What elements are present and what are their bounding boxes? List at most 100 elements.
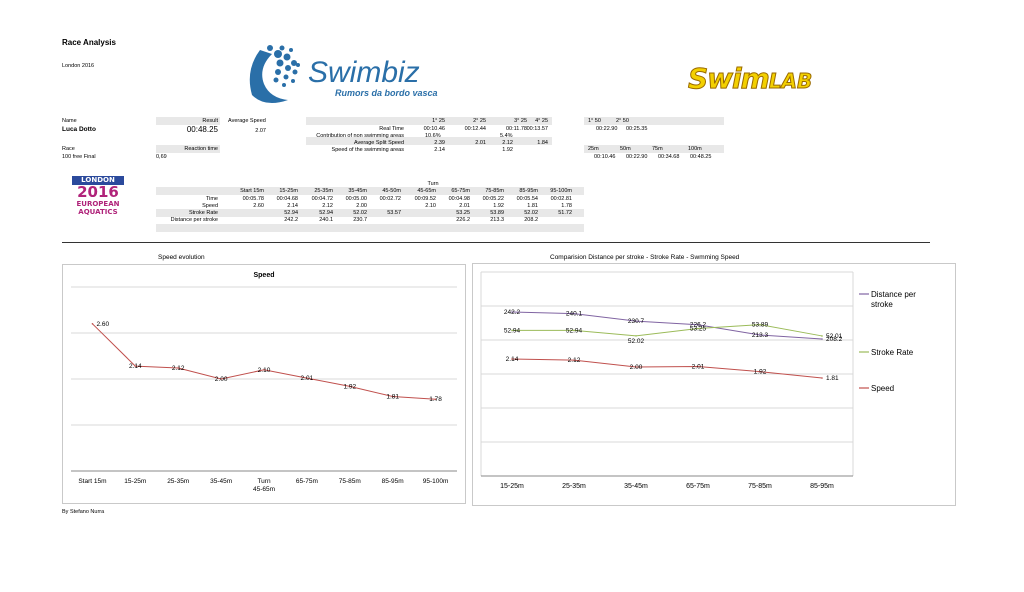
swimbiz-logo: Swimbiz Rumors da bordo vasca bbox=[240, 40, 450, 110]
divider bbox=[62, 242, 930, 243]
x-tick-label: 35-45m bbox=[210, 478, 232, 485]
segments-cell: 00:04.72 bbox=[311, 196, 333, 202]
segments-cell: 00:05.78 bbox=[242, 196, 264, 202]
x-tick-label: 65-75m bbox=[686, 483, 710, 490]
left-chart-caption: Speed evolution bbox=[158, 254, 205, 261]
segments-cell: 242.2 bbox=[284, 217, 298, 223]
segments-cell: 00:05.54 bbox=[516, 196, 538, 202]
cumulative-header: 25m bbox=[588, 146, 599, 152]
series-point bbox=[697, 327, 699, 330]
series-data-label: 2.12 bbox=[568, 357, 581, 364]
speed-data-label: 1.78 bbox=[429, 396, 442, 403]
series-line-distance-per-stroke bbox=[511, 311, 823, 340]
series-data-label: 240.1 bbox=[566, 311, 583, 318]
segments-header: 25-35m bbox=[314, 188, 333, 194]
segments-cell: 2.01 bbox=[459, 203, 470, 209]
series-data-label: 2.14 bbox=[506, 356, 519, 363]
series-data-label: 52.94 bbox=[566, 327, 583, 334]
series-point bbox=[697, 323, 699, 326]
event-logo-line1: LONDON bbox=[72, 176, 124, 185]
segments-row-label: Time bbox=[205, 196, 218, 202]
comparison-chart-panel: 242.2 240.1 230.7 226.2 213.3 208.2 52.94 52.94… bbox=[472, 263, 956, 506]
reaction-label: Reaction time bbox=[184, 146, 218, 152]
splits25-cell: 1.92 bbox=[502, 147, 513, 153]
segments-header: 75-85m bbox=[485, 188, 504, 194]
segments-header: 95-100m bbox=[550, 188, 572, 194]
series-point bbox=[759, 334, 761, 336]
event-logo-line4: AQUATICS bbox=[78, 208, 118, 216]
x-tick-label: 75-85m bbox=[748, 483, 772, 490]
segments-cell: 1.81 bbox=[527, 203, 538, 209]
speed-data-label: 2.14 bbox=[129, 363, 142, 370]
splits25-cell: 5.4% bbox=[500, 133, 513, 139]
splits25-cell: 1.84 bbox=[537, 140, 548, 146]
race-label: Race bbox=[62, 146, 75, 152]
splits25-cell: 00:11.78 bbox=[505, 126, 527, 132]
segments-row-label: Stroke Rate bbox=[188, 210, 218, 216]
speed-point bbox=[434, 398, 437, 401]
segments-cell: 00:04.68 bbox=[276, 196, 298, 202]
splits25-header: 2° 25 bbox=[473, 118, 486, 124]
speed-data-label: 1.92 bbox=[343, 383, 356, 390]
splits25-row-label: Real Time bbox=[379, 126, 404, 132]
series-data-label: 52.01 bbox=[826, 333, 843, 340]
speed-data-label: 1.81 bbox=[386, 393, 399, 400]
event-logo-line3: EUROPEAN bbox=[76, 200, 120, 208]
segments-cell: 52.94 bbox=[284, 210, 298, 216]
swimlab-wordmark: Swim bbox=[688, 62, 771, 96]
speed-chart-panel: Speed 2.60 2.14 2.12 2.00 2.10 2.01 1.92 1.81 1.7… bbox=[62, 264, 466, 504]
segments-cell: 52.02 bbox=[353, 210, 367, 216]
segments-cell: 213.3 bbox=[490, 217, 504, 223]
segments-cell: 53.89 bbox=[490, 210, 504, 216]
splits25-header: 4° 25 bbox=[535, 118, 548, 124]
splits25-cell: 2.14 bbox=[434, 147, 445, 153]
splits25-header: 1° 25 bbox=[432, 118, 445, 124]
speed-point bbox=[220, 378, 222, 380]
x-tick-label: 85-95m bbox=[810, 483, 834, 490]
segments-cell: 00:05.00 bbox=[345, 196, 367, 202]
splits25-cell: 2.12 bbox=[502, 140, 513, 146]
series-line-speed bbox=[511, 358, 823, 379]
cumulative-value: 00:10.46 bbox=[594, 154, 616, 160]
speed-data-label: 2.60 bbox=[96, 321, 109, 328]
splits25-header: 3° 25 bbox=[514, 118, 527, 124]
series-point bbox=[635, 335, 637, 337]
swimlab-logo: SwimLAB bbox=[688, 62, 838, 102]
speed-point bbox=[391, 395, 394, 398]
x-tick-label: 15-25m bbox=[500, 483, 524, 490]
reaction-value: 0,69 bbox=[156, 154, 167, 160]
splits50-value: 00:25.35 bbox=[626, 126, 648, 132]
series-point bbox=[573, 359, 575, 361]
segments-cell: 53.25 bbox=[456, 210, 470, 216]
swimbiz-tagline: Rumors da bordo vasca bbox=[335, 88, 438, 98]
x-tick-label: 95-100m bbox=[423, 478, 449, 485]
segments-cell: 230.7 bbox=[353, 217, 367, 223]
series-point bbox=[759, 370, 761, 373]
segments-cell: 00:02.72 bbox=[379, 196, 401, 202]
page-title: Race Analysis bbox=[62, 38, 116, 47]
series-data-label: 242.2 bbox=[504, 309, 521, 316]
segments-cell: 2.12 bbox=[322, 203, 333, 209]
avg-speed-label: Average Speed bbox=[228, 118, 266, 124]
splits50-header: 2° 50 bbox=[616, 118, 629, 124]
segments-cell: 00:04.98 bbox=[448, 196, 470, 202]
speed-chart: Speed 2.60 2.14 2.12 2.00 2.10 2.01 1.92 1.81 1.7… bbox=[71, 272, 457, 493]
series-point bbox=[697, 365, 699, 368]
series-point bbox=[573, 329, 575, 332]
speed-data-label: 2.01 bbox=[301, 375, 314, 382]
speed-point bbox=[177, 367, 180, 369]
segments-cell: 53.57 bbox=[387, 210, 401, 216]
segments-row-label: Speed bbox=[202, 203, 218, 209]
legend-label: Speed bbox=[871, 384, 894, 393]
splits25-row-label: Contribution of non swimming areas bbox=[316, 133, 404, 139]
segments-cell: 00:05.22 bbox=[482, 196, 504, 202]
cumulative-header: 100m bbox=[688, 146, 702, 152]
x-tick-label: 65-75m bbox=[296, 478, 318, 485]
segments-cell: 2.10 bbox=[425, 203, 436, 209]
segments-header: 65-75m bbox=[451, 188, 470, 194]
x-tick-label: 85-95m bbox=[382, 478, 404, 485]
series-data-label: 52.94 bbox=[504, 327, 521, 334]
segments-cell: 1.78 bbox=[561, 203, 572, 209]
footer-credit: By Stefano Nurra bbox=[62, 509, 105, 515]
segments-header: 35-45m bbox=[348, 188, 367, 194]
